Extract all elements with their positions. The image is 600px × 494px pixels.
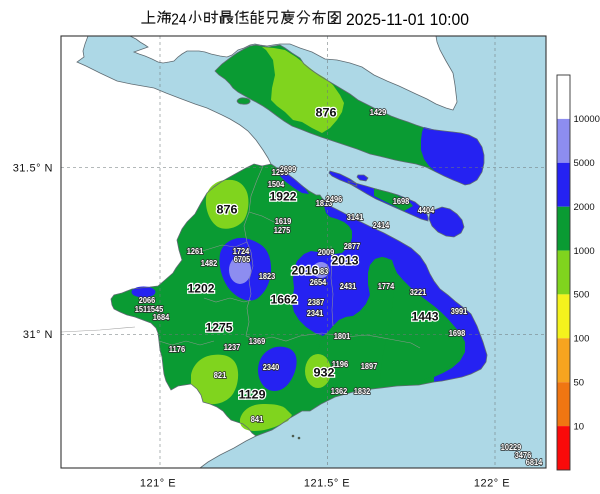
svg-text:1299: 1299 (272, 168, 289, 177)
svg-text:1813: 1813 (316, 199, 333, 208)
svg-text:876: 876 (316, 106, 337, 120)
svg-text:2387: 2387 (308, 298, 325, 307)
svg-text:1275: 1275 (274, 226, 291, 235)
svg-text:3476: 3476 (515, 451, 532, 460)
svg-text:2699: 2699 (280, 165, 297, 174)
svg-text:121.5° E: 121.5° E (304, 478, 350, 490)
svg-text:1202: 1202 (188, 282, 215, 296)
svg-text:2654: 2654 (310, 278, 327, 287)
svg-text:1832: 1832 (354, 387, 371, 396)
svg-text:1774: 1774 (378, 282, 395, 291)
svg-text:2009: 2009 (318, 248, 335, 257)
svg-text:1545: 1545 (147, 305, 164, 314)
svg-text:3221: 3221 (410, 288, 427, 297)
svg-text:1362: 1362 (331, 387, 348, 396)
svg-text:1482: 1482 (201, 259, 218, 268)
svg-text:3991: 3991 (451, 307, 468, 316)
svg-text:1515: 1515 (135, 305, 152, 314)
svg-text:2013: 2013 (332, 254, 359, 268)
svg-text:2414: 2414 (373, 221, 390, 230)
svg-text:1129: 1129 (239, 388, 266, 402)
svg-text:10: 10 (574, 422, 585, 433)
svg-text:4404: 4404 (418, 206, 435, 215)
svg-text:500: 500 (574, 290, 590, 301)
svg-text:2000: 2000 (574, 202, 595, 213)
svg-text:1662: 1662 (271, 293, 298, 307)
svg-text:1429: 1429 (370, 108, 387, 117)
svg-text:2341: 2341 (307, 309, 324, 318)
svg-text:1684: 1684 (153, 313, 170, 322)
svg-text:1000: 1000 (574, 246, 595, 257)
svg-text:2025-11-01 10:00: 2025-11-01 10:00 (346, 10, 469, 29)
svg-text:2431: 2431 (340, 282, 357, 291)
svg-text:2340: 2340 (263, 363, 280, 372)
svg-text:1261: 1261 (187, 247, 204, 256)
svg-text:1369: 1369 (249, 337, 266, 346)
svg-text:121° E: 121° E (140, 478, 176, 490)
svg-text:10229: 10229 (501, 443, 522, 452)
svg-text:1443: 1443 (412, 310, 439, 324)
svg-text:932: 932 (314, 366, 335, 380)
svg-text:1922: 1922 (270, 190, 297, 204)
svg-text:2496: 2496 (326, 195, 343, 204)
svg-text:1619: 1619 (275, 217, 292, 226)
svg-text:1237: 1237 (224, 343, 241, 352)
svg-text:2016: 2016 (292, 264, 319, 278)
svg-text:1724: 1724 (233, 247, 250, 256)
svg-text:821: 821 (214, 371, 227, 380)
svg-text:6814: 6814 (526, 458, 543, 467)
svg-text:2877: 2877 (344, 242, 361, 251)
svg-text:10000: 10000 (574, 114, 600, 125)
svg-text:122° E: 122° E (474, 478, 510, 490)
svg-text:100: 100 (574, 334, 590, 345)
svg-text:1504: 1504 (268, 180, 285, 189)
svg-text:1176: 1176 (169, 345, 186, 354)
svg-text:876: 876 (217, 203, 238, 217)
svg-text:31° N: 31° N (23, 329, 53, 341)
svg-text:31.5° N: 31.5° N (13, 163, 53, 175)
svg-text:1801: 1801 (334, 332, 351, 341)
svg-text:1196: 1196 (332, 360, 349, 369)
svg-text:2066: 2066 (139, 296, 156, 305)
svg-text:6705: 6705 (234, 255, 251, 264)
svg-text:6083: 6083 (312, 267, 329, 276)
svg-text:3141: 3141 (347, 213, 364, 222)
svg-text:50: 50 (574, 378, 585, 389)
svg-text:1897: 1897 (361, 362, 378, 371)
svg-text:24: 24 (171, 12, 186, 29)
svg-text:1275: 1275 (206, 321, 233, 335)
svg-text:1698: 1698 (393, 197, 410, 206)
svg-text:841: 841 (251, 415, 264, 424)
svg-text:1698: 1698 (449, 329, 466, 338)
svg-text:1823: 1823 (259, 272, 276, 281)
svg-text:5000: 5000 (574, 158, 595, 169)
